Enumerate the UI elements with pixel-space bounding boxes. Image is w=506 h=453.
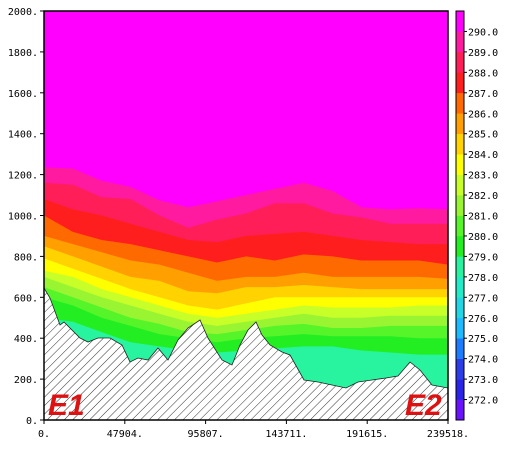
colorbar-swatch bbox=[456, 215, 464, 237]
colorbar-label: 275.0 bbox=[468, 334, 498, 345]
x-tick-label: 143711. bbox=[265, 429, 307, 440]
colorbar-swatch bbox=[456, 235, 464, 257]
colorbar-label: 290.0 bbox=[468, 27, 498, 38]
colorbar-label: 280.0 bbox=[468, 232, 498, 243]
colorbar-swatch bbox=[456, 195, 464, 216]
y-tick-label: 400. bbox=[14, 334, 38, 345]
colorbar-label: 274.0 bbox=[468, 355, 498, 366]
colorbar-swatch bbox=[456, 338, 464, 359]
x-tick-label: 47904. bbox=[107, 429, 143, 440]
y-tick-label: 0. bbox=[26, 416, 38, 427]
y-tick-label: 1000. bbox=[8, 212, 38, 223]
colorbar-label: 273.0 bbox=[468, 375, 498, 386]
colorbar-label: 284.0 bbox=[468, 150, 498, 161]
colorbar-swatch bbox=[456, 113, 464, 134]
colorbar-label: 286.0 bbox=[468, 109, 498, 120]
x-tick-label: 95807. bbox=[188, 429, 224, 440]
colorbar-label: 283.0 bbox=[468, 171, 498, 182]
colorbar-swatch bbox=[456, 379, 464, 400]
colorbar-label: 285.0 bbox=[468, 130, 498, 141]
colorbar-swatch bbox=[456, 92, 464, 114]
y-axis: 0. 200. 400. 600. 800. 1000. 1200. 1400. 1600. 18… bbox=[8, 7, 44, 427]
colorbar-swatch bbox=[456, 51, 464, 73]
colorbar-label: 282.0 bbox=[468, 191, 498, 202]
annotation-e1: E1 bbox=[48, 389, 85, 422]
colorbar-swatch bbox=[456, 31, 464, 53]
plot-area bbox=[44, 11, 448, 420]
colorbar-swatch bbox=[456, 256, 464, 278]
x-tick-label: 0. bbox=[38, 429, 50, 440]
terrain-hatched-area bbox=[44, 287, 448, 420]
colorbar-label: 277.0 bbox=[468, 293, 498, 304]
colorbar-swatch bbox=[456, 11, 464, 32]
colorbar-swatch bbox=[456, 399, 464, 421]
colorbar-swatch bbox=[456, 276, 464, 298]
y-tick-label: 1200. bbox=[8, 171, 38, 182]
y-tick-label: 2000. bbox=[8, 7, 38, 18]
y-tick-label: 1800. bbox=[8, 48, 38, 59]
colorbar-label: 279.0 bbox=[468, 252, 498, 263]
y-tick-label: 1400. bbox=[8, 130, 38, 141]
colorbar-label: 288.0 bbox=[468, 68, 498, 79]
colorbar-label: 287.0 bbox=[468, 89, 498, 100]
colorbar-label: 276.0 bbox=[468, 314, 498, 325]
colorbar-swatch bbox=[456, 174, 464, 196]
colorbar-label: 278.0 bbox=[468, 273, 498, 284]
colorbar: 272.0 273.0 274.0 275.0 276.0 277.0 278.0 279.0… bbox=[455, 10, 498, 421]
colorbar-label: 281.0 bbox=[468, 212, 498, 223]
x-tick-label: 239518. bbox=[427, 429, 469, 440]
x-axis: 0. 47904. 95807. 143711. 191615. 239518. bbox=[38, 420, 469, 440]
y-tick-label: 600. bbox=[14, 293, 38, 304]
x-tick-label: 191615. bbox=[346, 429, 388, 440]
y-tick-label: 1600. bbox=[8, 89, 38, 100]
colorbar-swatch bbox=[456, 72, 464, 94]
colorbar-label: 289.0 bbox=[468, 48, 498, 59]
colorbar-swatch bbox=[456, 154, 464, 175]
colorbar-swatch bbox=[456, 358, 464, 380]
colorbar-label: 272.0 bbox=[468, 396, 498, 407]
colorbar-swatch bbox=[456, 317, 464, 339]
y-tick-label: 200. bbox=[14, 375, 38, 386]
y-tick-label: 800. bbox=[14, 252, 38, 263]
colorbar-swatch bbox=[456, 133, 464, 155]
annotation-e2: E2 bbox=[405, 389, 442, 422]
colorbar-swatch bbox=[456, 297, 464, 319]
